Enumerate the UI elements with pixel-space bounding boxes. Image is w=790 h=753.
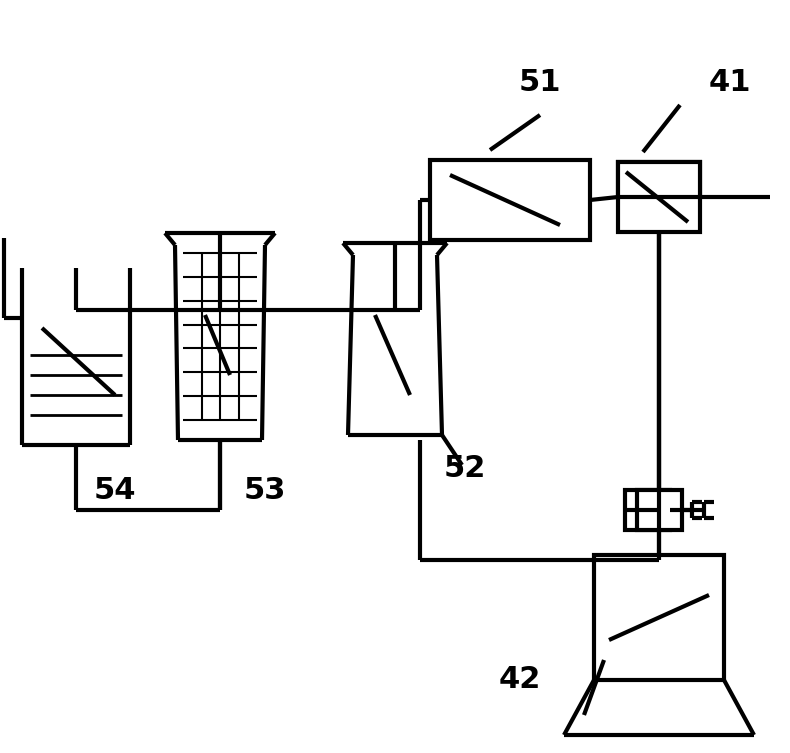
Text: 42: 42 xyxy=(498,666,541,694)
Text: 54: 54 xyxy=(94,475,136,505)
Text: 52: 52 xyxy=(444,453,486,483)
Bar xyxy=(594,555,724,680)
Text: 51: 51 xyxy=(519,68,561,96)
Bar xyxy=(430,160,590,240)
Text: 53: 53 xyxy=(244,475,286,505)
Bar xyxy=(625,490,670,530)
Bar xyxy=(618,162,700,232)
Bar xyxy=(618,162,700,197)
Text: 41: 41 xyxy=(709,68,751,96)
Bar xyxy=(637,490,682,530)
